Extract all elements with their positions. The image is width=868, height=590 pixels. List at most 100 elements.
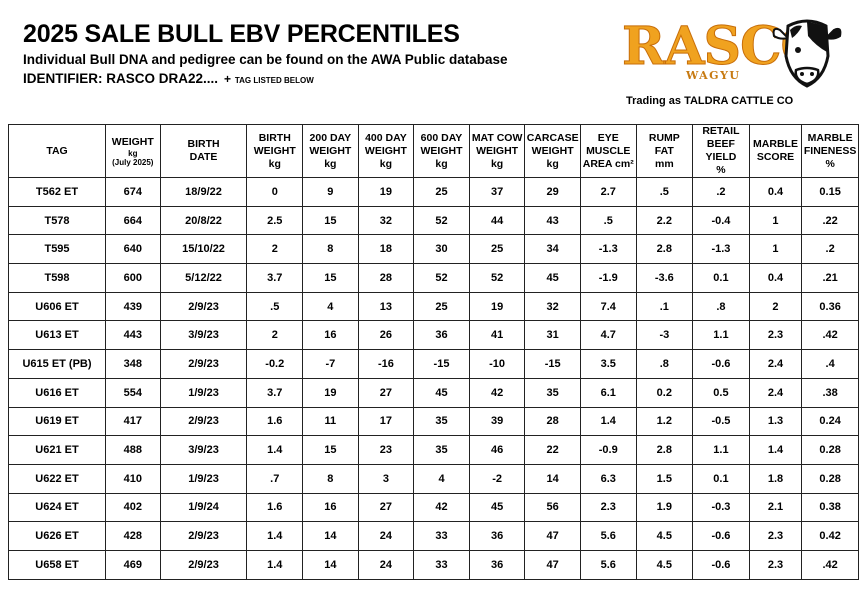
identifier-text: IDENTIFIER: RASCO DRA22.... bbox=[23, 71, 219, 86]
table-cell: 0.38 bbox=[801, 492, 859, 523]
table-cell: 14 bbox=[302, 549, 359, 580]
table-cell: 2.8 bbox=[635, 234, 694, 265]
table-cell: 410 bbox=[105, 463, 161, 494]
table-row: U616 ET 554 1/9/23 3.7 19 27 45 42 35 6.1 0.2 0.5 2.… bbox=[7, 377, 859, 408]
table-cell: 24 bbox=[357, 549, 415, 580]
table-cell: 1/9/24 bbox=[159, 492, 248, 523]
table-cell: 24 bbox=[357, 521, 415, 551]
tag-cell: T595 bbox=[7, 234, 107, 265]
column-header-line: kg bbox=[490, 157, 504, 170]
table-cell: -3 bbox=[635, 320, 694, 351]
table-cell: 1/9/23 bbox=[159, 377, 248, 408]
table-row: T578 664 20/8/22 2.5 15 32 52 44 43.5 2.2 -0.4 1.22 bbox=[7, 205, 859, 236]
table-cell: 0 bbox=[246, 177, 304, 207]
page-title: 2025 SALE BULL EBV PERCENTILES bbox=[23, 20, 460, 48]
table-cell: 1/9/23 bbox=[159, 463, 248, 494]
table-cell: 36 bbox=[413, 320, 470, 351]
column-header-line: FINENESS bbox=[803, 144, 857, 157]
table-cell: 27 bbox=[357, 492, 415, 523]
table-cell: 4.5 bbox=[635, 521, 694, 551]
tag-cell: U619 ET bbox=[7, 406, 107, 437]
table-cell: 20/8/22 bbox=[159, 205, 248, 236]
column-header: BIRTH DATE bbox=[159, 124, 248, 178]
table-cell: 14 bbox=[524, 463, 581, 494]
column-header-line: DATE bbox=[189, 151, 218, 163]
table-cell: 36 bbox=[468, 549, 526, 580]
tag-cell: U658 ET bbox=[7, 549, 107, 580]
table-cell: 1.1 bbox=[692, 320, 750, 351]
column-header-line: 400 DAY bbox=[365, 131, 407, 144]
table-cell: 1.6 bbox=[246, 406, 304, 437]
table-cell: -15 bbox=[524, 349, 581, 379]
table-cell: -0.6 bbox=[692, 521, 750, 551]
table-cell: 469 bbox=[105, 549, 161, 580]
table-cell: 554 bbox=[105, 377, 161, 408]
table-cell: 44 bbox=[468, 205, 526, 236]
table-cell: -15 bbox=[413, 349, 470, 379]
table-cell: 18 bbox=[357, 234, 415, 265]
table-cell: -0.3 bbox=[692, 492, 750, 523]
column-header-line: BEEF YIELD bbox=[705, 138, 737, 163]
table-cell: 16 bbox=[302, 492, 359, 523]
tag-cell: T598 bbox=[7, 263, 107, 293]
table-cell: 52 bbox=[413, 205, 470, 236]
column-header-line: CARCASE bbox=[526, 131, 579, 144]
table-cell: 2.4 bbox=[748, 377, 803, 408]
column-header: RUMP FAT mm bbox=[635, 124, 694, 178]
table-cell: 26 bbox=[357, 320, 415, 351]
column-header: WEIGHT kg (July 2025) bbox=[105, 124, 161, 178]
column-header-line: 200 DAY bbox=[309, 131, 352, 144]
table-cell: 35 bbox=[524, 377, 581, 408]
table-cell: 0.28 bbox=[801, 463, 859, 494]
table-cell: 0.4 bbox=[748, 263, 803, 293]
table-cell: 1 bbox=[748, 205, 803, 236]
table-cell: 35 bbox=[413, 406, 470, 437]
table-cell: -0.5 bbox=[692, 406, 750, 437]
column-header-line: MUSCLE bbox=[586, 144, 631, 157]
table-cell: 37 bbox=[468, 177, 526, 207]
tag-cell: U626 ET bbox=[7, 521, 107, 551]
column-header-line: MARBLE bbox=[807, 131, 853, 144]
table-cell: 2/9/23 bbox=[159, 549, 248, 580]
table-cell: .22 bbox=[801, 205, 859, 236]
table-cell: 2 bbox=[246, 320, 304, 351]
table-row: U615 ET (PB) 348 2/9/23 -0.2 -7 -16 -15 -10 -15 3… bbox=[7, 349, 859, 379]
logo-tagline: WAGYU bbox=[686, 69, 741, 82]
table-cell: .42 bbox=[801, 320, 859, 351]
column-header-line: RUMP bbox=[648, 131, 680, 144]
table-cell: 640 bbox=[105, 234, 161, 265]
table-cell: 32 bbox=[524, 291, 581, 322]
table-cell: 2/9/23 bbox=[159, 291, 248, 322]
tag-cell: U621 ET bbox=[7, 435, 107, 465]
column-header: CARCASE WEIGHT kg bbox=[524, 124, 581, 178]
table-cell: 0.2 bbox=[635, 377, 694, 408]
table-cell: -0.6 bbox=[692, 349, 750, 379]
plus-sign: + bbox=[224, 72, 232, 86]
table-cell: -2 bbox=[468, 463, 526, 494]
table-cell: 1.2 bbox=[635, 406, 694, 437]
table-body: T562 ET 674 18/9/22 0 9 19 25 37 29 2.7.5.2 0.4 0.1… bbox=[7, 177, 859, 580]
table-row: U619 ET 417 2/9/23 1.6 11 17 35 39 28 1.4 1.2 -0.5 1… bbox=[7, 406, 859, 437]
table-cell: 1.3 bbox=[748, 406, 803, 437]
database-note: Individual Bull DNA and pedigree can be … bbox=[23, 52, 508, 67]
column-header-line: TAG bbox=[46, 144, 68, 157]
table-cell: 22 bbox=[524, 435, 581, 465]
column-header-line: kg bbox=[268, 157, 281, 170]
table-cell: 19 bbox=[357, 177, 415, 207]
table-cell: 3/9/23 bbox=[159, 320, 248, 351]
tag-cell: U616 ET bbox=[7, 377, 107, 408]
table-row: U613 ET 443 3/9/23 2 16 26 36 41 31 4.7 -3 1.1 2.3.4… bbox=[7, 320, 859, 351]
table-cell: 7.4 bbox=[579, 291, 637, 322]
table-cell: .7 bbox=[246, 463, 304, 494]
table-cell: 5.6 bbox=[579, 521, 637, 551]
table-cell: 0.1 bbox=[692, 463, 750, 494]
column-header: EYE MUSCLE AREA cm² bbox=[579, 124, 637, 178]
table-cell: 664 bbox=[105, 205, 161, 236]
table-cell: -16 bbox=[357, 349, 415, 379]
table-cell: 43 bbox=[524, 205, 581, 236]
table-cell: 4.7 bbox=[579, 320, 637, 351]
table-cell: 0.28 bbox=[801, 435, 859, 465]
table-cell: 33 bbox=[413, 521, 470, 551]
table-cell: -0.4 bbox=[692, 205, 750, 236]
column-header-line: 600 DAY bbox=[420, 131, 463, 144]
